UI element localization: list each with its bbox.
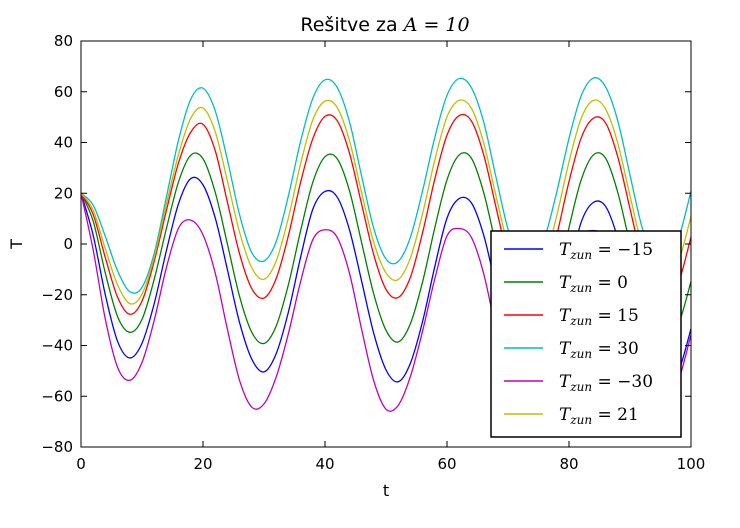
x-axis-label: t bbox=[383, 481, 389, 500]
x-tick-label: 60 bbox=[437, 455, 456, 473]
legend-label-0: Tzun = −15 bbox=[559, 240, 653, 262]
y-tick-label: 20 bbox=[54, 184, 73, 202]
x-tick-label: 80 bbox=[559, 455, 578, 473]
x-tick-label: 40 bbox=[315, 455, 334, 473]
y-tick-label: −20 bbox=[41, 286, 73, 304]
y-axis-label: T bbox=[7, 239, 26, 250]
y-tick-label: −60 bbox=[41, 387, 73, 405]
y-tick-label: 80 bbox=[54, 32, 73, 50]
y-tick-label: −80 bbox=[41, 438, 73, 456]
legend: Tzun = −15 Tzun = 0 Tzun = 15 Tzun = 30 Tzun… bbox=[490, 230, 682, 438]
legend-label-1: Tzun = 0 bbox=[559, 273, 628, 295]
series-layer bbox=[80, 77, 692, 415]
legend-box bbox=[490, 230, 682, 438]
legend-label-2: Tzun = 15 bbox=[559, 306, 639, 328]
x-tick-label: 100 bbox=[677, 455, 706, 473]
legend-label-3: Tzun = 30 bbox=[559, 339, 639, 361]
y-tick-label: 40 bbox=[54, 134, 73, 152]
legend-label-5: Tzun = 21 bbox=[559, 405, 639, 427]
series-line-2 bbox=[80, 113, 692, 315]
x-tick-label: 0 bbox=[76, 455, 86, 473]
x-tick-label: 20 bbox=[193, 455, 212, 473]
series-line-1 bbox=[80, 152, 692, 345]
chart-title: Rešitve za A = 10 bbox=[300, 14, 469, 36]
tick-layer: 0 20 40 60 80 100 −80 −60 −40 −20 0 20 40 60 80 bbox=[41, 32, 705, 473]
series-line-5 bbox=[80, 99, 692, 305]
series-line-3 bbox=[80, 77, 692, 294]
legend-label-4: Tzun = −30 bbox=[559, 372, 653, 394]
series-line-0 bbox=[80, 176, 692, 391]
y-tick-label: 0 bbox=[63, 235, 73, 253]
y-tick-label: −40 bbox=[41, 337, 73, 355]
y-tick-label: 60 bbox=[54, 83, 73, 101]
